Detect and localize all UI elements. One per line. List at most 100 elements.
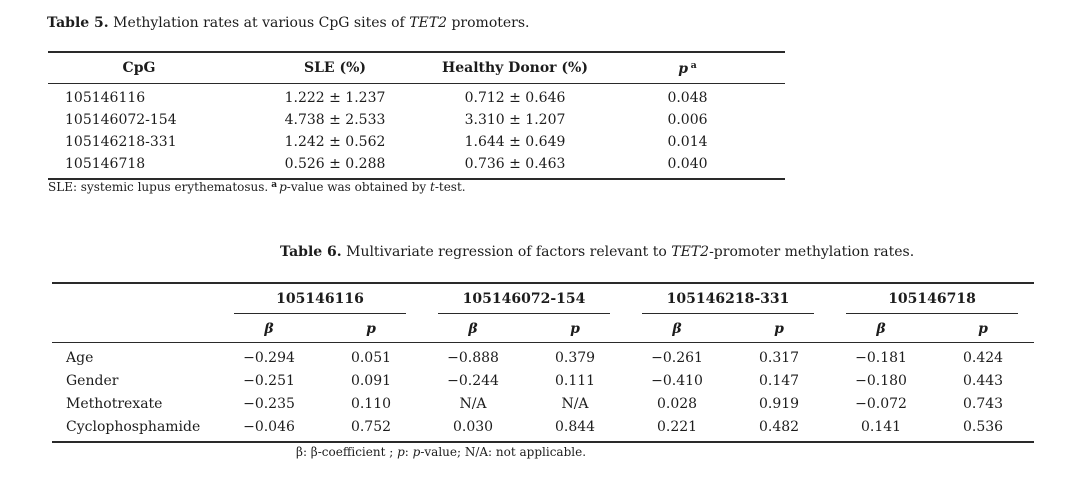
cell: 0.844 <box>554 418 596 435</box>
table-row: Age −0.294 0.051 −0.888 0.379 −0.261 0.3… <box>52 343 1034 370</box>
footnote-p-symbol: p <box>279 180 287 194</box>
cell: 0.028 <box>656 395 698 412</box>
table6-caption-text: Multivariate regression of factors relev… <box>341 244 672 260</box>
footnote-end-text: -test. <box>434 180 466 194</box>
cell: 0.536 <box>962 418 1004 435</box>
cell: 0.379 <box>554 349 596 366</box>
group-label: 105146218-331 <box>642 286 815 314</box>
cell-sle: 4.738 ± 2.533 <box>284 112 386 128</box>
p-symbol: p <box>366 320 376 337</box>
table5-header-healthy-donor: Healthy Donor (%) <box>440 52 590 84</box>
table5-header-p-symbol: p <box>678 60 689 77</box>
row-label: Cyclophosphamide <box>66 418 201 435</box>
cell: 0.030 <box>452 418 494 435</box>
table6-caption-gene: TET2 <box>671 244 710 260</box>
footnote-beta-text: β: β-coefficient ; <box>296 445 398 459</box>
table5-caption-text: Methylation rates at various CpG sites o… <box>108 15 410 31</box>
table6-subheader-empty <box>52 315 218 343</box>
group-label: 105146072-154 <box>438 286 611 314</box>
table6-corner-empty <box>52 283 218 315</box>
beta-symbol: β <box>876 320 886 337</box>
cell-sle: 0.526 ± 0.288 <box>284 156 386 172</box>
table6-caption: Table 6. Multivariate regression of fact… <box>280 243 914 262</box>
cell: 0.221 <box>656 418 698 435</box>
cell-sle: 1.242 ± 0.562 <box>284 134 386 150</box>
table6-group-105146218-331: 105146218-331 <box>626 283 830 315</box>
cell: 0.147 <box>758 372 800 389</box>
table-row: 105146218-331 1.242 ± 0.562 1.644 ± 0.64… <box>48 131 785 153</box>
cell: −0.072 <box>855 395 907 412</box>
table-row: Cyclophosphamide −0.046 0.752 0.030 0.84… <box>52 415 1034 442</box>
table6-group-105146116: 105146116 <box>218 283 422 315</box>
footnote-abbrev: SLE: systemic lupus erythematosus. <box>48 180 269 194</box>
cell: 0.317 <box>758 349 800 366</box>
cell: 0.482 <box>758 418 800 435</box>
cell: 0.091 <box>350 372 392 389</box>
cell: 0.919 <box>758 395 800 412</box>
col-header-p: p <box>524 315 627 343</box>
cell: −0.244 <box>447 372 499 389</box>
table5-header-p-superscript: a <box>690 59 697 71</box>
col-header-p: p <box>728 315 831 343</box>
table-row: Methotrexate −0.235 0.110 N/A N/A 0.028 … <box>52 392 1034 415</box>
table-row: Gender −0.251 0.091 −0.244 0.111 −0.410 … <box>52 369 1034 392</box>
group-label: 105146718 <box>846 286 1019 314</box>
col-header-beta: β <box>830 315 933 343</box>
cell-p: 0.006 <box>667 112 708 128</box>
p-symbol: p <box>570 320 580 337</box>
table5-caption: Table 5. Methylation rates at various Cp… <box>47 14 530 33</box>
cell-cpg: 105146218-331 <box>65 134 177 150</box>
cell: 0.743 <box>962 395 1004 412</box>
cell: −0.410 <box>651 372 703 389</box>
cell: 0.051 <box>350 349 392 366</box>
cell: −0.046 <box>243 418 295 435</box>
footnote-end-text: -value; N/A: not applicable. <box>420 445 587 459</box>
cell: 0.141 <box>860 418 902 435</box>
table6-group-105146072-154: 105146072-154 <box>422 283 626 315</box>
row-label: Methotrexate <box>66 395 163 412</box>
col-header-beta: β <box>626 315 729 343</box>
table6-subheader-row: β p β p β p β p <box>52 315 1035 343</box>
cell: −0.235 <box>243 395 295 412</box>
cell: −0.181 <box>855 349 907 366</box>
table6-caption-label: Table 6. <box>280 244 342 260</box>
table6-group-header-row: 105146116 105146072-154 105146218-331 10… <box>52 283 1034 315</box>
cell: −0.251 <box>243 372 295 389</box>
table6-group-105146718: 105146718 <box>830 283 1034 315</box>
footnote-superscript-a: a <box>271 180 278 190</box>
table5-caption-tail: promoters. <box>447 15 530 31</box>
cell: 0.110 <box>350 395 392 412</box>
group-label: 105146116 <box>234 286 407 314</box>
cell: 0.424 <box>962 349 1004 366</box>
cell: −0.180 <box>855 372 907 389</box>
beta-symbol: β <box>672 320 682 337</box>
footnote-mid-text: -value was obtained by <box>286 180 430 194</box>
table-row: 105146072-154 4.738 ± 2.533 3.310 ± 1.20… <box>48 109 785 131</box>
row-label: Age <box>66 349 94 366</box>
table5-footnote: SLE: systemic lupus erythematosus. a p-val… <box>48 178 466 195</box>
table5-caption-gene: TET2 <box>409 15 448 31</box>
table6-footnote: β: β-coefficient ; p: p-value; N/A: not … <box>296 445 586 460</box>
cell: N/A <box>459 395 487 412</box>
col-header-p: p <box>932 315 1035 343</box>
p-symbol: p <box>774 320 784 337</box>
row-label: Gender <box>66 372 119 389</box>
footnote-p-symbol: p <box>397 445 405 459</box>
col-header-beta: β <box>218 315 320 343</box>
table-row: 105146116 1.222 ± 1.237 0.712 ± 0.646 0.… <box>48 84 785 110</box>
footnote-p-symbol: p <box>412 445 421 459</box>
p-symbol: p <box>978 320 988 337</box>
cell-cpg: 105146072-154 <box>65 112 177 128</box>
cell: −0.888 <box>447 349 499 366</box>
footnote-colon: : <box>404 445 413 459</box>
cell-cpg: 105146718 <box>65 156 146 172</box>
cell-healthy: 3.310 ± 1.207 <box>464 112 566 128</box>
table6-caption-tail: -promoter methylation rates. <box>709 244 915 260</box>
col-header-beta: β <box>422 315 525 343</box>
cell: −0.261 <box>651 349 703 366</box>
table-row: 105146718 0.526 ± 0.288 0.736 ± 0.463 0.… <box>48 153 785 179</box>
cell-p: 0.014 <box>667 134 708 150</box>
cell-cpg: 105146116 <box>65 90 146 106</box>
